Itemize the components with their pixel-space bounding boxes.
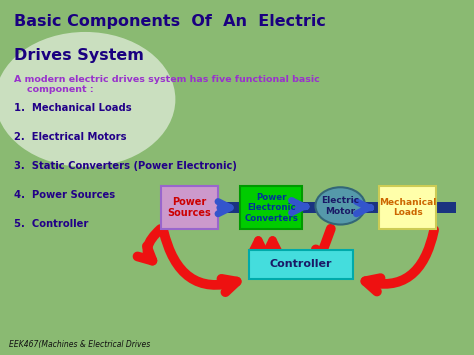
FancyArrowPatch shape bbox=[266, 240, 279, 275]
FancyBboxPatch shape bbox=[240, 186, 302, 229]
FancyArrowPatch shape bbox=[365, 230, 434, 291]
Text: Basic Components  Of  An  Electric: Basic Components Of An Electric bbox=[14, 14, 326, 29]
FancyBboxPatch shape bbox=[161, 186, 218, 229]
Text: Controller: Controller bbox=[270, 260, 332, 269]
Bar bbox=[162, 202, 456, 213]
Text: 5.  Controller: 5. Controller bbox=[14, 219, 89, 229]
Text: A modern electric drives system has five functional basic
    component :: A modern electric drives system has five… bbox=[14, 75, 320, 94]
FancyBboxPatch shape bbox=[248, 250, 353, 279]
Text: 1.  Mechanical Loads: 1. Mechanical Loads bbox=[14, 103, 132, 113]
Text: Electric
Motor: Electric Motor bbox=[321, 196, 359, 215]
FancyArrowPatch shape bbox=[252, 240, 264, 275]
FancyArrowPatch shape bbox=[163, 230, 237, 292]
Text: Drives System: Drives System bbox=[14, 48, 144, 63]
FancyBboxPatch shape bbox=[379, 186, 436, 229]
Text: Mechanical
Loads: Mechanical Loads bbox=[379, 198, 437, 217]
Text: 4.  Power Sources: 4. Power Sources bbox=[14, 190, 115, 200]
Text: Power
Sources: Power Sources bbox=[168, 197, 211, 218]
FancyArrowPatch shape bbox=[316, 229, 331, 265]
Text: EEK467(Machines & Electrical Drives: EEK467(Machines & Electrical Drives bbox=[9, 340, 151, 349]
Ellipse shape bbox=[0, 32, 175, 167]
FancyArrowPatch shape bbox=[137, 229, 161, 261]
FancyArrowPatch shape bbox=[218, 202, 230, 214]
Text: 2.  Electrical Motors: 2. Electrical Motors bbox=[14, 132, 127, 142]
FancyArrowPatch shape bbox=[356, 202, 371, 214]
Text: Power
Electronic
Converters: Power Electronic Converters bbox=[244, 193, 298, 223]
FancyArrowPatch shape bbox=[292, 201, 306, 213]
Ellipse shape bbox=[316, 187, 365, 225]
Text: 3.  Static Converters (Power Electronic): 3. Static Converters (Power Electronic) bbox=[14, 161, 237, 171]
